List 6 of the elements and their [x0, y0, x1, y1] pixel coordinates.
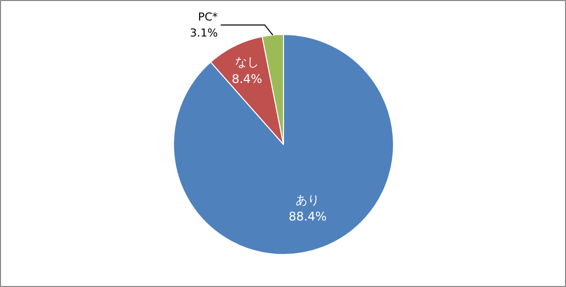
slice-label: PC*: [198, 10, 218, 24]
data-label: 8.4%: [232, 72, 262, 86]
data-label: 3.1%: [190, 26, 218, 40]
slice-label: なし: [234, 55, 259, 70]
data-label: 88.4%: [288, 210, 327, 224]
slice-label: あり: [296, 192, 320, 207]
